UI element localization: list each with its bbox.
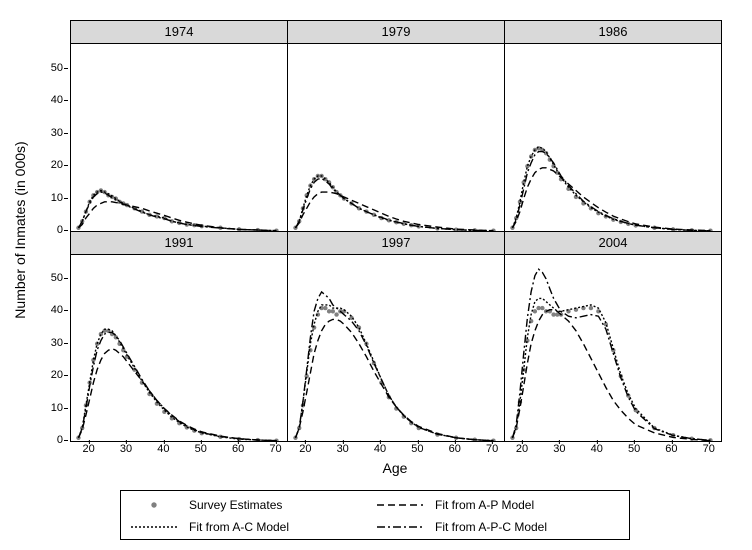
panel-body xyxy=(288,253,504,441)
panel-svg xyxy=(505,43,722,231)
panel-header: 2004 xyxy=(505,231,721,255)
x-axis-ticks: 20 30 40 50 60 70 20 30 40 50 60 70 20 30 40 50 60 70 xyxy=(70,440,720,460)
y-tick-label: 10 xyxy=(35,402,63,414)
x-tick-label: 40 xyxy=(374,443,386,455)
legend-item-apc: Fit from A-P-C Model xyxy=(375,516,621,538)
panel-1997: 1997 xyxy=(287,231,504,441)
panel-body xyxy=(71,43,287,231)
x-tick-label: 40 xyxy=(157,443,169,455)
panel-body xyxy=(288,43,504,231)
x-tick-label: 50 xyxy=(411,443,423,455)
panel-svg xyxy=(288,253,505,441)
x-tick-label: 70 xyxy=(703,443,715,455)
plot-area: 197419791986 199119972004 xyxy=(70,20,722,442)
legend-item-ap: Fit from A-P Model xyxy=(375,494,621,516)
panel-header: 1974 xyxy=(71,21,287,44)
legend-item-ac: Fit from A-C Model xyxy=(129,516,375,538)
y-axis-label: Number of Inmates (in 000s) xyxy=(12,141,28,318)
y-tick-label: 40 xyxy=(35,94,63,106)
panel-header: 1986 xyxy=(505,21,721,44)
series-apc xyxy=(296,292,494,441)
panel-1986: 1986 xyxy=(504,21,721,231)
panel-body xyxy=(71,253,287,441)
x-tick-label: 70 xyxy=(269,443,281,455)
legend-label: Fit from A-P-C Model xyxy=(435,520,547,534)
panel-svg xyxy=(505,253,722,441)
x-tick-label: 70 xyxy=(486,443,498,455)
panel-header: 1979 xyxy=(288,21,504,44)
y-tick-label: 30 xyxy=(35,337,63,349)
legend-item-survey: Survey Estimates xyxy=(129,494,375,516)
x-tick-label: 60 xyxy=(665,443,677,455)
x-tick-label: 30 xyxy=(120,443,132,455)
x-tick-label: 50 xyxy=(628,443,640,455)
legend-swatch xyxy=(375,520,425,534)
panel-1991: 1991 xyxy=(71,231,287,441)
x-tick-label: 60 xyxy=(232,443,244,455)
legend-label: Fit from A-C Model xyxy=(189,520,289,534)
series-ac xyxy=(513,298,711,440)
legend: Survey Estimates Fit from A-P Model Fit fr… xyxy=(120,490,630,540)
x-tick-label: 60 xyxy=(449,443,461,455)
y-tick-label: 50 xyxy=(35,62,63,74)
series-apc xyxy=(79,192,277,231)
y-tick-label: 20 xyxy=(35,369,63,381)
y-tick-label: 50 xyxy=(35,272,63,284)
series-apc xyxy=(79,332,277,440)
x-tick-label: 40 xyxy=(591,443,603,455)
series-ap xyxy=(79,202,277,231)
y-tick-label: 40 xyxy=(35,304,63,316)
series-ap xyxy=(296,192,494,231)
y-tick-label: 0 xyxy=(35,434,63,446)
x-axis-label: Age xyxy=(70,460,720,476)
x-tick-label: 20 xyxy=(516,443,528,455)
figure: Number of Inmates (in 000s) 0 10 20 30 40 50 0… xyxy=(0,0,752,550)
series-apc xyxy=(513,269,711,440)
series-survey xyxy=(76,329,278,441)
panel-1974: 1974 xyxy=(71,21,287,231)
x-tick-label: 30 xyxy=(337,443,349,455)
panel-body xyxy=(505,253,721,441)
series-ap xyxy=(79,349,277,441)
series-ap xyxy=(296,319,494,440)
series-ap xyxy=(513,310,711,441)
x-tick-label: 50 xyxy=(195,443,207,455)
x-tick-label: 30 xyxy=(553,443,565,455)
y-tick-label: 30 xyxy=(35,127,63,139)
x-tick-label: 20 xyxy=(83,443,95,455)
legend-label: Survey Estimates xyxy=(189,498,282,512)
panel-1979: 1979 xyxy=(287,21,504,231)
panel-svg xyxy=(71,43,288,231)
panel-header: 1997 xyxy=(288,231,504,255)
legend-swatch xyxy=(129,520,179,534)
series-ap xyxy=(513,168,711,231)
y-axis-ticks: 0102030405001020304050 xyxy=(35,20,65,440)
legend-swatch xyxy=(375,498,425,512)
panel-svg xyxy=(288,43,505,231)
legend-swatch xyxy=(129,498,179,512)
x-tick-label: 20 xyxy=(299,443,311,455)
y-tick-label: 20 xyxy=(35,159,63,171)
y-tick-label: 0 xyxy=(35,224,63,236)
series-survey xyxy=(510,306,712,441)
panel-body xyxy=(505,43,721,231)
legend-label: Fit from A-P Model xyxy=(435,498,534,512)
panel-svg xyxy=(71,253,288,441)
panel-2004: 2004 xyxy=(504,231,721,441)
panel-header: 1991 xyxy=(71,231,287,255)
y-tick-label: 10 xyxy=(35,192,63,204)
